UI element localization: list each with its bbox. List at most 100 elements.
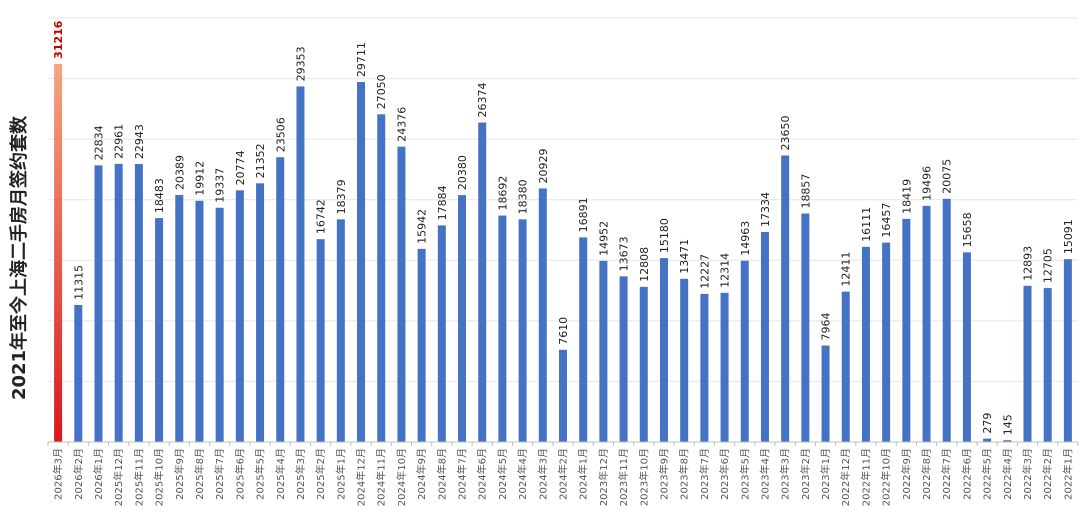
x-tick-label: 2025年4月 (274, 448, 287, 500)
bar (336, 219, 345, 442)
x-tick-label: 2023年4月 (758, 448, 771, 500)
bars (54, 63, 1072, 443)
data-label: 21352 (254, 143, 267, 178)
x-tick-label: 2023年12月 (597, 448, 610, 506)
x-tick-label: 2022年10月 (880, 448, 893, 506)
x-tick-label: 2023年6月 (718, 448, 731, 500)
bar (256, 183, 265, 443)
data-label: 19337 (214, 168, 227, 203)
data-label: 12705 (1042, 248, 1055, 283)
data-label: 12227 (698, 254, 711, 289)
data-label: 15942 (416, 209, 429, 244)
bar (942, 198, 951, 442)
data-label: 18857 (799, 174, 812, 209)
data-label: 16891 (577, 197, 590, 232)
x-tick-label: 2022年9月 (900, 448, 913, 500)
data-label: 23506 (274, 117, 287, 152)
bar (357, 82, 366, 443)
data-label: 22961 (113, 124, 126, 159)
data-label: 22834 (92, 125, 105, 160)
x-tick-label: 2022年8月 (920, 448, 933, 500)
bar (700, 293, 709, 442)
x-tick-label: 2024年1月 (577, 448, 590, 500)
bar (114, 163, 123, 443)
x-tick-label: 2023年8月 (678, 448, 691, 500)
bar (155, 218, 164, 442)
x-tick-label: 2022年5月 (981, 448, 994, 500)
data-label: 19496 (921, 166, 934, 201)
x-tick-label: 2026年2月 (72, 448, 85, 500)
x-tick-label: 2024年6月 (476, 448, 489, 500)
bar (377, 114, 386, 443)
data-label: 279 (981, 413, 994, 434)
bar (962, 252, 971, 442)
x-tick-label: 2024年5月 (496, 448, 509, 500)
bar (397, 146, 406, 442)
x-tick-label: 2024年10月 (395, 448, 408, 506)
data-label: 31216 (52, 20, 65, 59)
bar (458, 195, 467, 442)
data-label: 23650 (779, 115, 792, 150)
bar (760, 232, 769, 442)
x-tick-label: 2022年2月 (1041, 448, 1054, 500)
data-label: 27050 (375, 74, 388, 109)
x-tick-label: 2025年6月 (233, 448, 246, 500)
bar (821, 345, 830, 442)
bar (1023, 285, 1032, 442)
x-tick-label: 2022年7月 (940, 448, 953, 500)
bar (316, 239, 325, 442)
bar (235, 190, 244, 442)
bar (559, 349, 567, 442)
bar (740, 260, 749, 442)
bar (94, 165, 103, 443)
data-label: 13673 (618, 236, 631, 271)
bar (579, 237, 588, 442)
data-label: 12314 (719, 253, 732, 288)
x-tick-label: 2025年1月 (334, 448, 347, 500)
data-label: 26374 (476, 82, 489, 117)
x-tick-label: 2022年6月 (960, 448, 973, 500)
bar (518, 219, 527, 442)
bar (134, 164, 143, 442)
x-tick-label: 2023年3月 (779, 448, 792, 500)
bar (720, 292, 729, 442)
x-tick-label: 2024年12月 (355, 448, 368, 506)
bar (599, 260, 608, 442)
bar (538, 188, 547, 442)
bar (882, 242, 891, 442)
bar (296, 86, 305, 443)
bar (922, 205, 931, 442)
x-tick-label: 2024年2月 (557, 448, 570, 500)
x-tick-label: 2022年4月 (1001, 448, 1014, 500)
x-tick-label: 2026年3月 (52, 448, 65, 500)
data-label: 13471 (678, 239, 691, 274)
data-label: 20774 (234, 150, 247, 185)
x-tick-label: 2024年11月 (375, 448, 388, 506)
data-label: 17884 (436, 185, 449, 220)
x-tick-label: 2025年8月 (193, 448, 206, 500)
data-label: 18379 (335, 179, 348, 214)
x-tick-label: 2022年1月 (1061, 448, 1074, 500)
y-axis-label: 2021年至今上海二手房月签约套数 (8, 115, 30, 400)
bar (437, 225, 446, 442)
bar (841, 291, 850, 442)
data-label: 12893 (1022, 246, 1035, 281)
x-tick-label: 2022年11月 (859, 448, 872, 506)
data-labels: 31216 11315 22834 22961 22943 18483 20389 19912… (52, 20, 1075, 435)
data-label: 15091 (1062, 219, 1075, 254)
x-tick-label: 2024年4月 (516, 448, 529, 500)
data-label: 18419 (900, 179, 913, 214)
data-label: 17334 (759, 192, 772, 227)
data-label: 20075 (941, 159, 954, 194)
data-label: 24376 (395, 107, 408, 142)
data-label: 20929 (537, 148, 550, 183)
x-tick-label: 2025年11月 (132, 448, 145, 506)
bar (417, 248, 426, 442)
bar (175, 195, 184, 442)
x-tick-label: 2023年1月 (819, 448, 832, 500)
bar (861, 246, 870, 442)
bar (276, 157, 285, 443)
x-tick-label: 2025年9月 (173, 448, 186, 500)
